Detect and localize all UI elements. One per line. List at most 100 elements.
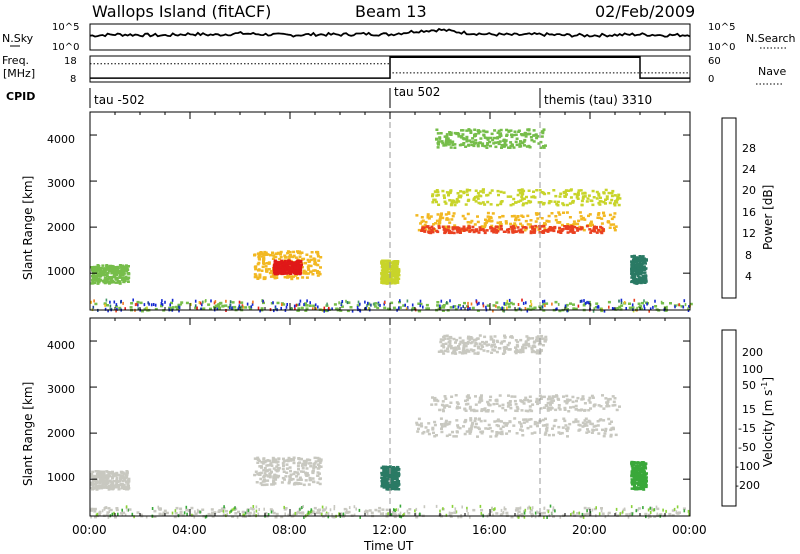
- scatter-point: [506, 299, 509, 303]
- heatmap-cell: [103, 481, 106, 484]
- scatter-point: [530, 303, 533, 307]
- heatmap-cell: [456, 424, 460, 427]
- nave-ytick-bottom: 0: [708, 74, 714, 85]
- heatmap-cell: [101, 270, 105, 273]
- scatter-point: [145, 515, 148, 519]
- scatter-point: [422, 305, 424, 309]
- heatmap-cell: [486, 410, 490, 413]
- heatmap-cell: [305, 467, 309, 470]
- heatmap-cell: [575, 226, 579, 230]
- heatmap-cell: [609, 223, 613, 226]
- heatmap-cell: [511, 231, 515, 234]
- heatmap-cell: [630, 276, 634, 279]
- heatmap-cell: [102, 475, 106, 478]
- heatmap-cell: [442, 144, 446, 147]
- heatmap-cell: [647, 513, 651, 517]
- heatmap-cell: [481, 430, 485, 433]
- heatmap-cell: [304, 309, 308, 312]
- heatmap-cell: [605, 195, 609, 198]
- heatmap-cell: [613, 397, 617, 400]
- heatmap-cell: [633, 479, 637, 483]
- heatmap-cell: [520, 409, 524, 412]
- heatmap-cell: [265, 483, 269, 486]
- heatmap-cell: [582, 304, 586, 307]
- heatmap-cell: [389, 475, 393, 478]
- heatmap-cell: [642, 465, 646, 469]
- heatmap-cell: [274, 516, 278, 519]
- heatmap-cell: [393, 512, 397, 515]
- heatmap-cell: [96, 486, 100, 489]
- heatmap-cell: [419, 222, 423, 225]
- scatter-point: [262, 299, 264, 303]
- heatmap-cell: [542, 224, 546, 228]
- scatter-point: [107, 309, 109, 313]
- heatmap-cell: [491, 229, 495, 232]
- heatmap-cell: [503, 336, 507, 339]
- heatmap-cell: [644, 258, 648, 262]
- scatter-point: [660, 300, 663, 304]
- heatmap-cell: [477, 401, 481, 404]
- heatmap-cell: [118, 276, 122, 279]
- heatmap-cell: [438, 408, 442, 412]
- heatmap-cell: [292, 472, 296, 476]
- heatmap-cell: [277, 264, 280, 268]
- heatmap-cell: [276, 301, 280, 305]
- nsky-ytick-bottom: 10^0: [52, 42, 79, 53]
- heatmap-cell: [455, 197, 459, 201]
- heatmap-cell: [506, 405, 510, 408]
- heatmap-cell: [90, 475, 94, 478]
- scatter-point: [199, 301, 202, 305]
- heatmap-cell: [547, 201, 551, 205]
- scatter-point: [620, 298, 623, 302]
- heatmap-cell: [458, 351, 462, 354]
- heatmap-cell: [343, 507, 347, 511]
- heatmap-cell: [304, 479, 308, 482]
- heatmap-cell: [122, 511, 126, 515]
- heatmap-cell: [509, 301, 513, 305]
- heatmap-cell: [139, 301, 143, 305]
- heatmap-cell: [449, 336, 453, 340]
- scatter-point: [583, 299, 585, 303]
- heatmap-cell: [639, 266, 643, 270]
- heatmap-cell: [496, 432, 500, 435]
- heatmap-cell: [448, 229, 451, 233]
- heatmap-cell: [386, 268, 390, 271]
- heatmap-cell: [389, 479, 393, 482]
- heatmap-cell: [450, 511, 454, 515]
- heatmap-cell: [385, 481, 389, 484]
- heatmap-cell: [98, 475, 102, 479]
- heatmap-cell: [519, 422, 523, 426]
- heatmap-cell: [596, 216, 600, 219]
- heatmap-cell: [566, 426, 570, 429]
- heatmap-cell: [594, 306, 598, 309]
- heatmap-cell: [110, 275, 114, 279]
- heatmap-cell: [545, 428, 549, 431]
- heatmap-cell: [316, 252, 320, 256]
- heatmap-cell: [654, 305, 658, 308]
- heatmap-cell: [604, 202, 607, 205]
- scatter-point: [351, 309, 354, 313]
- scatter-point: [187, 508, 190, 512]
- heatmap-cell: [441, 343, 445, 346]
- heatmap-cell: [443, 225, 447, 228]
- scatter-point: [331, 513, 333, 516]
- heatmap-cell: [559, 192, 563, 195]
- scatter-point: [584, 301, 587, 305]
- heatmap-cell: [397, 488, 401, 491]
- scatter-point: [448, 511, 451, 515]
- heatmap-cell: [542, 128, 546, 131]
- heatmap-cell: [121, 268, 125, 271]
- velocity-axis-ticks: [89, 318, 691, 516]
- heatmap-cell: [287, 480, 291, 484]
- heatmap-cell: [498, 132, 502, 136]
- heatmap-cell: [467, 143, 471, 147]
- heatmap-cell: [494, 435, 498, 438]
- heatmap-cell: [536, 349, 540, 352]
- heatmap-cell: [491, 138, 495, 142]
- heatmap-cell: [103, 276, 107, 279]
- scatter-point: [285, 305, 288, 309]
- heatmap-cell: [644, 274, 648, 277]
- heatmap-cell: [437, 140, 441, 143]
- heatmap-cell: [273, 255, 277, 259]
- heatmap-cell: [481, 191, 485, 194]
